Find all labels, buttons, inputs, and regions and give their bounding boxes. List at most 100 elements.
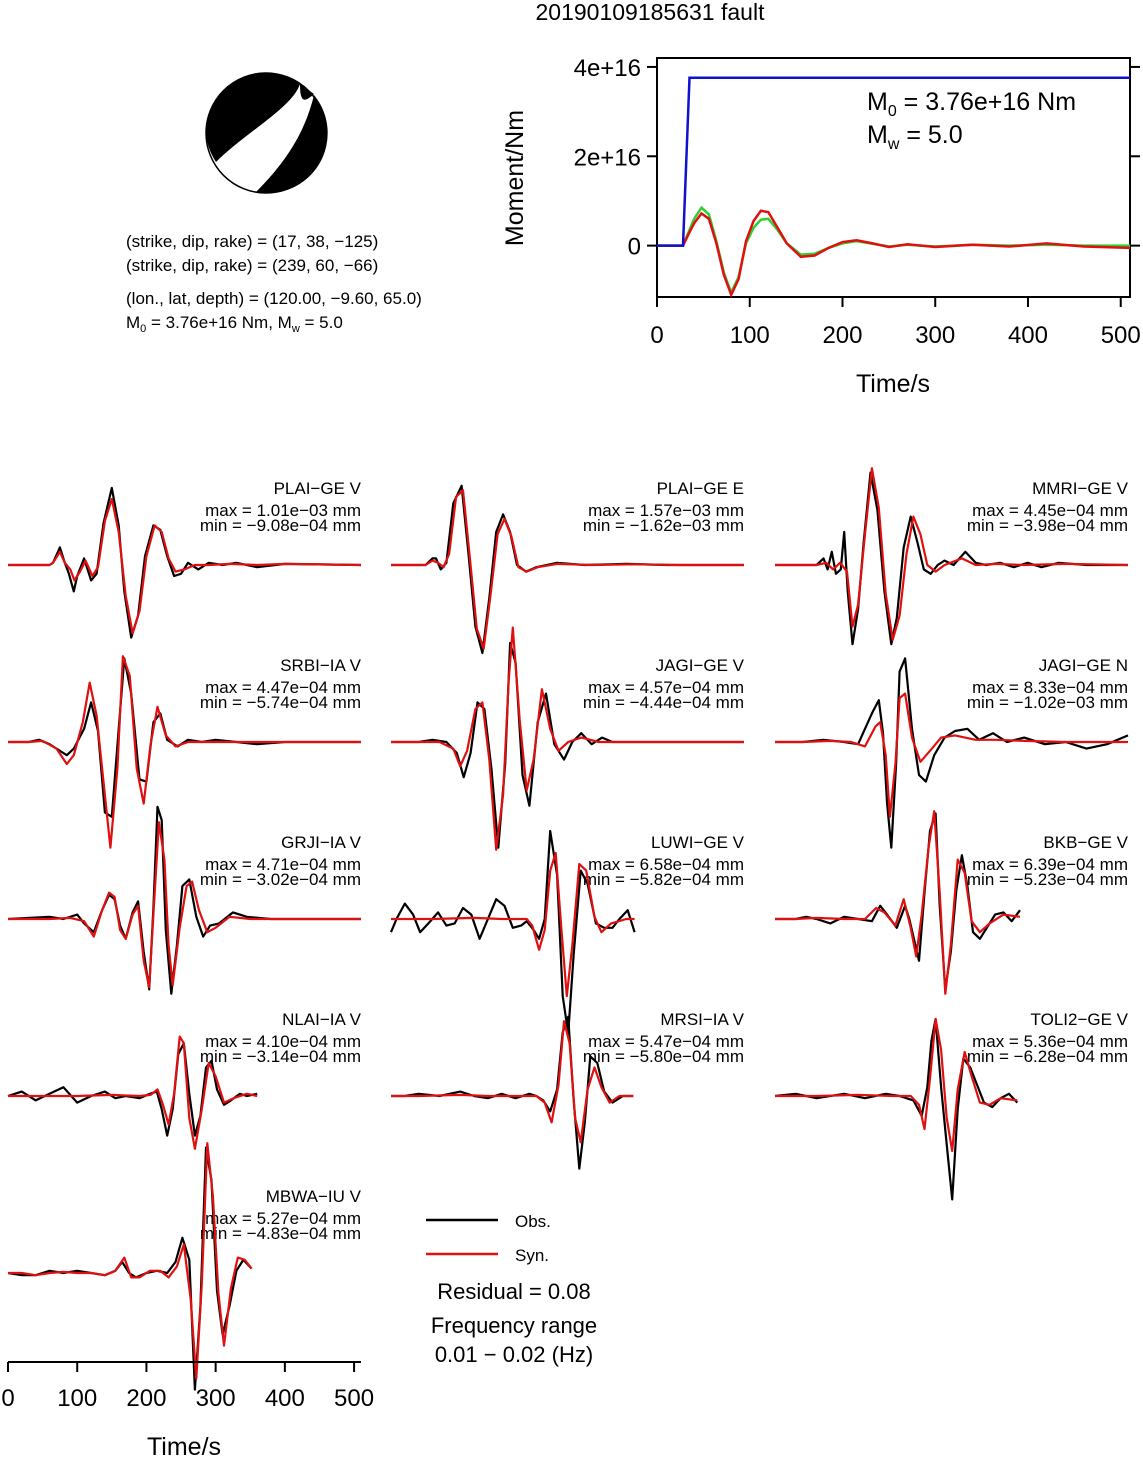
moment-plot-frame (656, 57, 1131, 298)
station-max: max = 1.01e−03 mm (205, 501, 361, 520)
waveform-xtick-label: 200 (126, 1385, 166, 1412)
station-name: PLAI−GE V (274, 479, 362, 498)
moment-xtick-label: 500 (1101, 322, 1141, 349)
waveform-xtick-label: 500 (334, 1385, 374, 1412)
station-name: JAGI−GE V (656, 656, 745, 675)
synthetic-trace (775, 692, 1128, 818)
station-max: max = 4.47e−04 mm (205, 678, 361, 697)
legend-syn-label: Syn. (515, 1246, 549, 1265)
nodal-plane-2: (strike, dip, rake) = (239, 60, −66) (126, 256, 378, 275)
hypocenter-location: (lon., lat, depth) = (120.00, −9.60, 65.… (126, 289, 422, 308)
station-max: max = 5.47e−04 mm (588, 1032, 744, 1051)
beachball-icon (205, 72, 328, 194)
station-max: max = 8.33e−04 mm (972, 678, 1128, 697)
moment-xtick-label: 400 (1008, 322, 1048, 349)
residual-label: Residual = 0.08 (437, 1279, 591, 1304)
synthetic-trace (391, 489, 744, 650)
station-min: min = −1.62e−03 mm (583, 516, 744, 535)
station-max: max = 1.57e−03 mm (588, 501, 744, 520)
waveform-xlabel: Time/s (147, 1433, 221, 1458)
synthetic-trace (391, 626, 744, 851)
station-min: min = −6.28e−04 mm (967, 1047, 1128, 1066)
moment-summary: M0 = 3.76e+16 Nm, Mw = 5.0 (126, 313, 343, 335)
moment-ytick-label: 0 (628, 234, 641, 261)
station-max: max = 4.71e−04 mm (205, 855, 361, 874)
waveform-xtick-label: 100 (57, 1385, 97, 1412)
waveform-xtick-label: 300 (196, 1385, 236, 1412)
station-name: JAGI−GE N (1039, 656, 1128, 675)
station-name: LUWI−GE V (651, 833, 745, 852)
station-name: PLAI−GE E (657, 479, 744, 498)
synthetic-trace (8, 1142, 253, 1380)
legend-obs-label: Obs. (515, 1212, 551, 1231)
station-min: min = −4.83e−04 mm (200, 1224, 361, 1243)
station-min: min = −3.14e−04 mm (200, 1047, 361, 1066)
observed-trace (7, 1146, 253, 1391)
station-max: max = 6.39e−04 mm (972, 855, 1128, 874)
moment-xtick-label: 0 (650, 322, 663, 349)
station-name: GRJI−IA V (281, 833, 361, 852)
moment-series-rate-green (657, 205, 1130, 296)
station-min: min = −3.98e−04 mm (967, 516, 1128, 535)
synthetic-trace (8, 821, 361, 989)
waveform-xtick-label: 0 (1, 1385, 14, 1412)
moment-ylabel: Moment/Nm (501, 110, 529, 246)
moment-mw-label: Mw = 5.0 (867, 121, 963, 153)
observed-trace (8, 486, 362, 639)
station-min: min = −3.02e−04 mm (200, 870, 361, 889)
moment-series-group (657, 76, 1131, 299)
observed-trace (775, 657, 1129, 849)
station-min: min = −1.02e−03 mm (967, 693, 1128, 712)
synthetic-trace (775, 467, 1129, 641)
synthetic-trace (775, 1017, 1018, 1153)
station-name: MMRI−GE V (1032, 479, 1129, 498)
synthetic-trace (8, 1035, 258, 1150)
frequency-range-value: 0.01 − 0.02 (Hz) (435, 1342, 593, 1367)
station-name: BKB−GE V (1043, 833, 1128, 852)
station-max: max = 4.10e−04 mm (205, 1032, 361, 1051)
moment-xtick-label: 100 (730, 322, 770, 349)
station-name: MRSI−IA V (660, 1010, 744, 1029)
moment-ytick-label: 2e+16 (574, 144, 641, 171)
moment-ytick-label: 4e+16 (574, 55, 641, 82)
moment-series-cumulative (657, 76, 1130, 247)
moment-m0-label: M0 = 3.76e+16 Nm (867, 88, 1076, 120)
moment-xlabel: Time/s (856, 370, 930, 398)
synthetic-trace (8, 497, 362, 635)
station-name: TOLI2−GE V (1031, 1010, 1129, 1029)
waveform-time-axis: Time/s 0 100 200 300 400 500 (1, 1361, 374, 1458)
station-max: max = 4.57e−04 mm (588, 678, 744, 697)
station-max: max = 5.36e−04 mm (972, 1032, 1128, 1051)
station-name: MBWA−IU V (266, 1187, 362, 1206)
nodal-plane-1: (strike, dip, rake) = (17, 38, −125) (126, 232, 378, 251)
station-max: max = 4.45e−04 mm (972, 501, 1128, 520)
moment-xtick-label: 300 (915, 322, 955, 349)
station-name: SRBI−IA V (280, 656, 361, 675)
figure-title: 20190109185631 fault (536, 0, 766, 25)
station-max: max = 6.58e−04 mm (588, 855, 744, 874)
station-min: min = −5.82e−04 mm (583, 870, 744, 889)
moment-series-rate-red (657, 209, 1131, 299)
observed-trace (775, 812, 1021, 991)
synthetic-trace (8, 655, 361, 849)
observed-trace (775, 471, 1128, 646)
station-max: max = 5.27e−04 mm (205, 1209, 361, 1228)
station-min: min = −4.44e−04 mm (583, 693, 744, 712)
observed-trace (7, 1042, 258, 1137)
synthetic-trace (775, 810, 1021, 995)
waveform-xtick-label: 400 (265, 1385, 305, 1412)
moment-rate-chart: 4e+16 2e+16 0 0 100 200 300 400 500 M0 = 3.76e+1… (501, 55, 1141, 398)
